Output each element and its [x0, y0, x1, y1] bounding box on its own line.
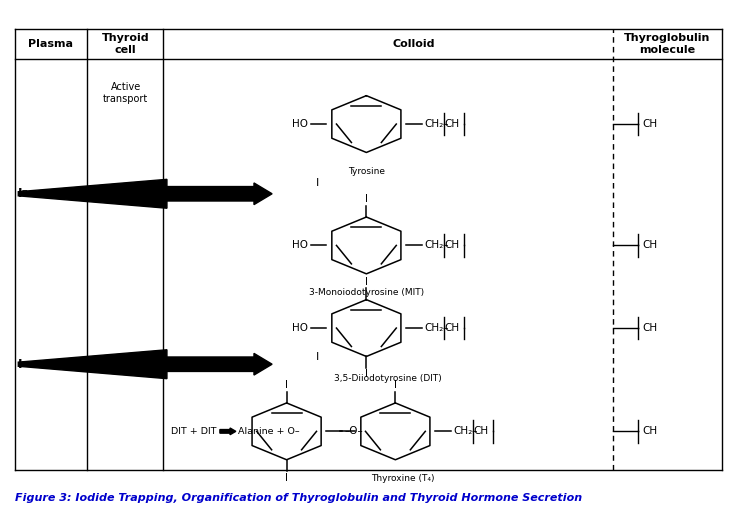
Text: Thyroid
cell: Thyroid cell	[102, 33, 149, 55]
Polygon shape	[18, 350, 167, 379]
Text: I⁻: I⁻	[96, 359, 105, 369]
Text: CH: CH	[445, 240, 460, 250]
Text: CH: CH	[642, 426, 657, 436]
Text: I⁻: I⁻	[18, 187, 30, 200]
Text: DIT + DIT: DIT + DIT	[171, 427, 216, 436]
Text: Active
transport: Active transport	[103, 82, 148, 104]
Text: I: I	[316, 352, 320, 362]
Text: Thyroglobulin
molecule: Thyroglobulin molecule	[624, 33, 710, 55]
Text: CH: CH	[445, 323, 460, 333]
Text: Plasma: Plasma	[28, 39, 73, 49]
FancyArrow shape	[167, 183, 272, 204]
Text: CH: CH	[474, 426, 489, 436]
Text: HO: HO	[292, 240, 309, 250]
Text: I⁻: I⁻	[96, 189, 105, 199]
Text: Alanine + O–: Alanine + O–	[238, 427, 300, 436]
Text: CH: CH	[642, 119, 657, 129]
Text: I: I	[365, 369, 368, 379]
Text: CH₂–: CH₂–	[425, 119, 449, 129]
Text: Figure 3: Iodide Trapping, Organification of Thyroglobulin and Thyroid Hormone S: Figure 3: Iodide Trapping, Organificatio…	[15, 493, 582, 503]
Text: I: I	[285, 473, 288, 483]
Text: HO: HO	[292, 119, 309, 129]
Text: I: I	[394, 380, 397, 390]
Text: I: I	[316, 178, 320, 188]
Text: CH: CH	[642, 323, 657, 333]
Text: Tyrosine: Tyrosine	[348, 167, 385, 176]
Text: I: I	[365, 277, 368, 287]
Text: CH₂–: CH₂–	[454, 426, 478, 436]
Text: Thyroxine (T₄): Thyroxine (T₄)	[371, 474, 434, 483]
Text: I: I	[285, 380, 288, 390]
Text: I: I	[365, 194, 368, 204]
Text: I: I	[135, 359, 138, 369]
Text: CH: CH	[445, 119, 460, 129]
Text: HO: HO	[292, 323, 309, 333]
Text: I⁻: I⁻	[18, 358, 30, 370]
Text: CH₂–: CH₂–	[425, 240, 449, 250]
Text: 3,5-Diiodotyrosine (DIT): 3,5-Diiodotyrosine (DIT)	[334, 374, 442, 383]
FancyArrow shape	[167, 354, 272, 375]
Polygon shape	[18, 179, 167, 208]
FancyArrow shape	[220, 428, 236, 435]
Text: I: I	[135, 189, 138, 199]
Text: Colloid: Colloid	[392, 39, 435, 49]
Text: 3-Monoiodotyrosine (MIT): 3-Monoiodotyrosine (MIT)	[309, 288, 424, 297]
Text: –O–: –O–	[345, 426, 363, 436]
Text: CH: CH	[642, 240, 657, 250]
Text: CH₂–: CH₂–	[425, 323, 449, 333]
